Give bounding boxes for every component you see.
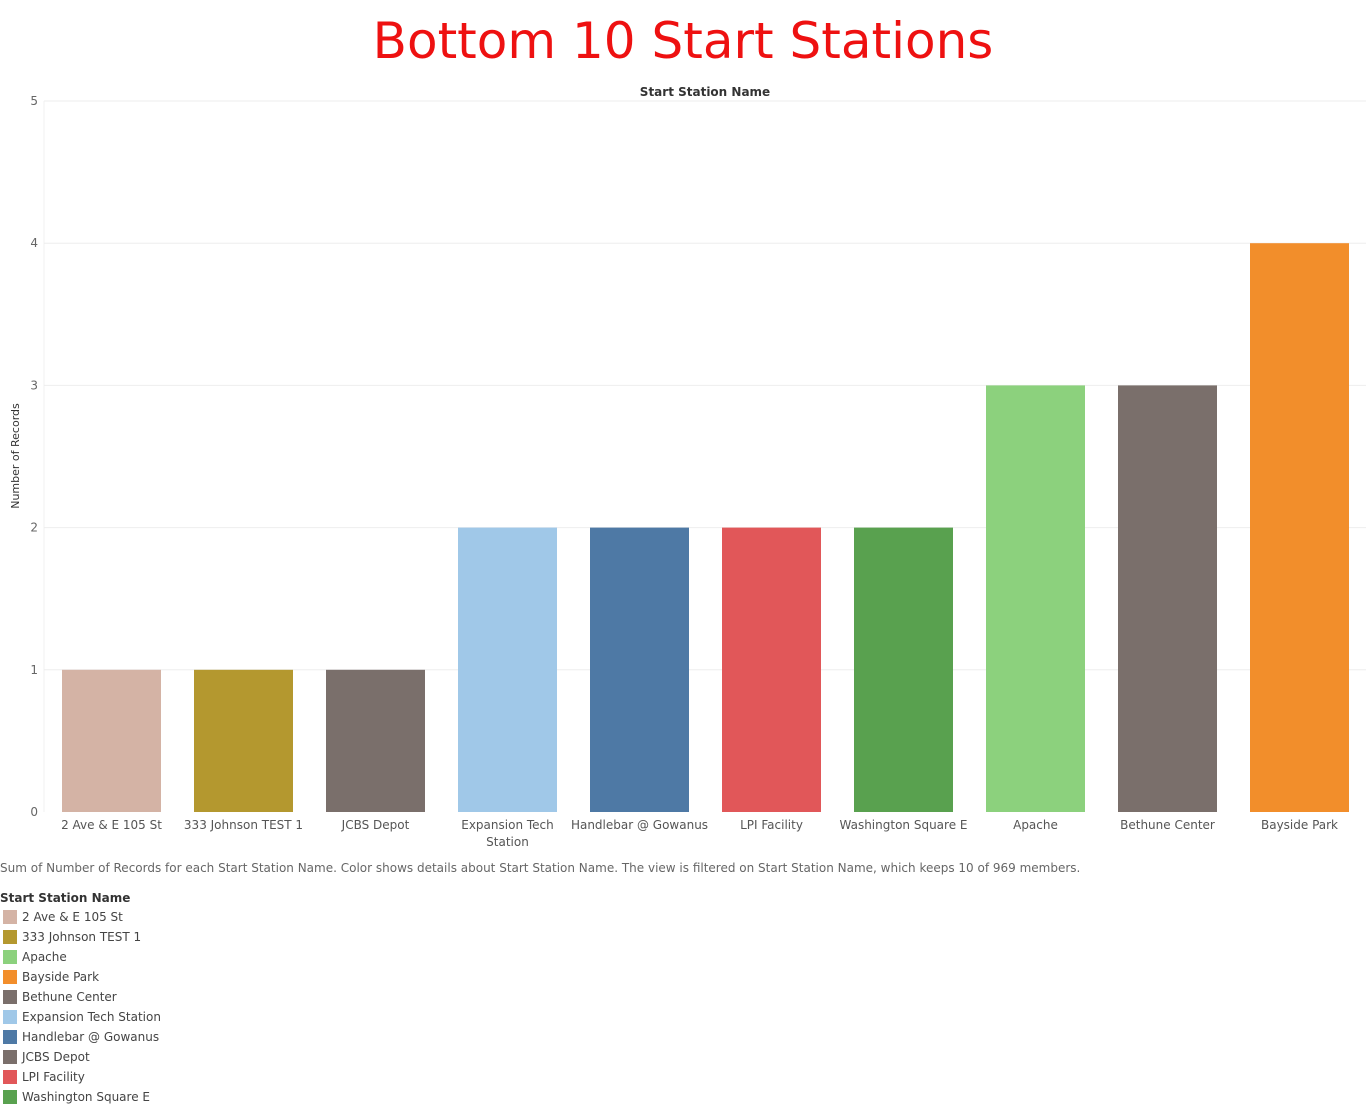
legend-item[interactable]: JCBS Depot	[0, 1047, 161, 1067]
x-tick-label: Bayside Park	[1261, 818, 1338, 832]
column-header: Start Station Name	[640, 85, 770, 99]
bar[interactable]	[722, 527, 821, 812]
legend-label: Handlebar @ Gowanus	[22, 1030, 160, 1044]
chart-caption: Sum of Number of Records for each Start …	[0, 861, 1081, 875]
y-tick-label: 2	[30, 521, 38, 535]
legend-label: Apache	[22, 950, 67, 964]
y-tick-label: 4	[30, 236, 38, 250]
legend-swatch	[3, 950, 17, 964]
bar[interactable]	[1118, 385, 1217, 812]
legend-item[interactable]: 333 Johnson TEST 1	[0, 927, 161, 947]
x-tick-label: Washington Square E	[840, 818, 968, 832]
legend-label: Bethune Center	[22, 990, 117, 1004]
legend-swatch	[3, 1010, 17, 1024]
legend-item[interactable]: Bethune Center	[0, 987, 161, 1007]
bar[interactable]	[458, 527, 557, 812]
bar[interactable]	[854, 527, 953, 812]
bar[interactable]	[194, 669, 293, 812]
y-axis-label: Number of Records	[9, 403, 22, 509]
chart-title: Bottom 10 Start Stations	[372, 12, 994, 70]
bar-chart: Start Station Name Number of Records 0 1 2…	[9, 85, 1366, 849]
bar[interactable]	[1250, 243, 1349, 812]
legend-item[interactable]: Expansion Tech Station	[0, 1007, 161, 1027]
legend-label: 333 Johnson TEST 1	[22, 930, 142, 944]
legend-swatch	[3, 1050, 17, 1064]
x-tick-label: Bethune Center	[1120, 818, 1215, 832]
x-tick-label: JCBS Depot	[341, 818, 410, 832]
x-tick-label: Apache	[1013, 818, 1058, 832]
legend-label: LPI Facility	[22, 1070, 85, 1084]
bar[interactable]	[326, 669, 425, 812]
legend-item[interactable]: LPI Facility	[0, 1067, 161, 1087]
legend-swatch	[3, 990, 17, 1004]
x-tick-label: 2 Ave & E 105 St	[61, 818, 162, 832]
bars	[62, 243, 1349, 812]
legend-swatch	[3, 910, 17, 924]
bar[interactable]	[590, 527, 689, 812]
legend-swatch	[3, 1030, 17, 1044]
legend-item[interactable]: Bayside Park	[0, 967, 161, 987]
legend-swatch	[3, 1070, 17, 1084]
legend-item[interactable]: 2 Ave & E 105 St	[0, 907, 161, 927]
legend-label: Bayside Park	[22, 970, 100, 984]
y-ticks: 0 1 2 3 4 5	[30, 94, 38, 819]
legend-swatch	[3, 1090, 17, 1104]
x-tick-label: Handlebar @ Gowanus	[571, 818, 708, 832]
legend-swatch	[3, 970, 17, 984]
legend-swatch	[3, 930, 17, 944]
legend-label: JCBS Depot	[22, 1050, 90, 1064]
legend-item[interactable]: Handlebar @ Gowanus	[0, 1027, 161, 1047]
legend-item[interactable]: Apache	[0, 947, 161, 967]
y-tick-label: 5	[30, 94, 38, 108]
x-tick-label: 333 Johnson TEST 1	[184, 818, 303, 832]
legend-label: 2 Ave & E 105 St	[22, 910, 123, 924]
legend-title: Start Station Name	[0, 891, 131, 905]
bar[interactable]	[62, 669, 161, 812]
x-ticks: 2 Ave & E 105 St 333 Johnson TEST 1 JCBS D…	[61, 818, 1338, 849]
y-tick-label: 1	[30, 663, 38, 677]
x-tick-label: Expansion Tech Station	[461, 818, 553, 849]
bar[interactable]	[986, 385, 1085, 812]
legend: Start Station Name 2 Ave & E 105 St 333 J…	[0, 889, 161, 1107]
legend-label: Expansion Tech Station	[22, 1010, 161, 1024]
legend-label: Washington Square E	[22, 1090, 150, 1104]
y-tick-label: 3	[30, 378, 38, 392]
legend-item[interactable]: Washington Square E	[0, 1087, 161, 1107]
y-tick-label: 0	[30, 805, 38, 819]
x-tick-label: LPI Facility	[740, 818, 803, 832]
